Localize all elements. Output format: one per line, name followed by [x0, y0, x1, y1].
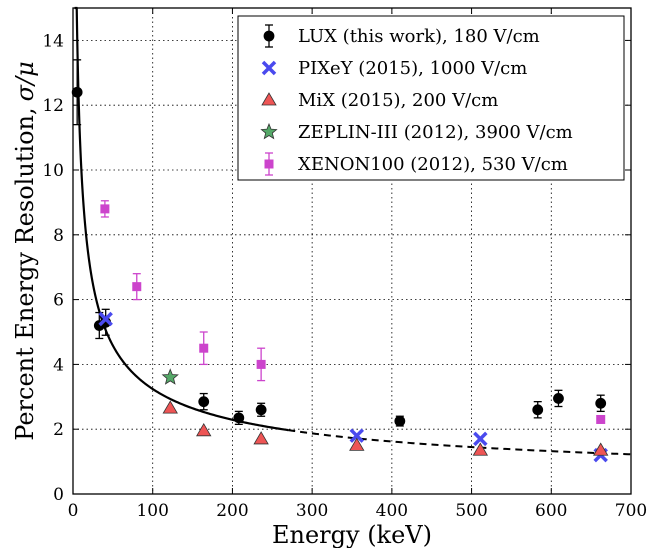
x-tick-label: 700	[615, 501, 647, 521]
series-4	[100, 200, 606, 424]
y-tick-label: 10	[42, 161, 64, 181]
data-point	[394, 415, 406, 427]
legend-entry-2: MiX (2015), 200 V/cm	[261, 90, 498, 111]
data-point	[198, 396, 210, 408]
legend-entry-1: PIXeY (2015), 1000 V/cm	[261, 58, 527, 79]
data-point	[473, 431, 488, 447]
plot-frame	[72, 7, 632, 495]
fit-curve-solid	[74, 6, 289, 432]
x-marker-stroke	[473, 431, 488, 447]
y-tick-label: 0	[53, 485, 64, 505]
y-tick-label: 6	[53, 291, 64, 311]
data-point	[595, 397, 607, 409]
data-point	[472, 442, 489, 456]
legend-entry-4: XENON100 (2012), 530 V/cm	[264, 152, 568, 176]
data-point	[161, 368, 179, 385]
legend-entry-3: ZEPLIN-III (2012), 3900 V/cm	[260, 122, 573, 143]
data-point	[349, 437, 365, 451]
y-tick-label: 8	[53, 226, 64, 246]
data-point	[100, 204, 110, 214]
data-point	[233, 412, 245, 424]
x-marker-stroke	[349, 428, 365, 443]
legend-label: PIXeY (2015), 1000 V/cm	[298, 58, 527, 79]
y-tick-label: 2	[53, 420, 64, 440]
data-point	[256, 359, 266, 369]
x-marker-stroke	[98, 311, 113, 327]
x-tick-labels: 0 100 200 300 400 500 600 700	[68, 501, 648, 521]
data-point	[71, 86, 83, 98]
x-tick-label: 100	[136, 501, 168, 521]
y-tick-label: 14	[42, 31, 64, 51]
x-tick-label: 600	[535, 501, 567, 521]
y-axis-label-symbol: σ/μ	[11, 61, 39, 101]
y-tick-labels: 0 2 4 6 8 10 12 14	[42, 31, 64, 505]
x-tick-label: 300	[296, 501, 328, 521]
data-point	[593, 442, 609, 456]
legend-box	[237, 15, 625, 181]
x-marker-stroke	[261, 60, 277, 76]
data-point	[255, 404, 267, 416]
y-tick-label: 12	[42, 96, 64, 116]
data-point	[596, 414, 606, 424]
legend-entry-0: LUX (this work), 180 V/cm	[263, 24, 540, 48]
fit-curve-dashed	[287, 429, 632, 456]
y-axis-label-text: Percent Energy Resolution,	[11, 107, 39, 440]
legend: LUX (this work), 180 V/cm PIXeY (2015), 1…	[237, 15, 625, 181]
data-point	[196, 423, 212, 437]
y-axis-label: Percent Energy Resolution, σ/μ	[11, 61, 39, 440]
x-tick-label: 200	[216, 501, 248, 521]
legend-label: XENON100 (2012), 530 V/cm	[298, 154, 568, 175]
data-point	[553, 393, 564, 404]
data-points	[71, 59, 609, 463]
data-point	[532, 404, 544, 416]
data-point	[199, 343, 209, 353]
fit-curve	[74, 6, 632, 456]
data-point	[162, 400, 178, 414]
legend-marker	[263, 30, 275, 42]
x-tick-label: 500	[455, 501, 487, 521]
legend-marker	[260, 122, 278, 140]
legend-marker	[261, 92, 277, 106]
legend-label: MiX (2015), 200 V/cm	[298, 90, 498, 111]
data-point	[132, 282, 142, 292]
data-point	[98, 311, 113, 327]
legend-marker	[261, 60, 277, 76]
data-point	[253, 431, 269, 445]
x-tick-label: 0	[68, 501, 79, 521]
x-tick-label: 400	[376, 501, 408, 521]
x-axis-label: Energy (keV)	[272, 521, 432, 548]
legend-label: LUX (this work), 180 V/cm	[298, 26, 540, 47]
series-2	[162, 400, 609, 456]
y-tick-label: 4	[53, 355, 64, 375]
series-3	[161, 368, 179, 385]
data-point	[349, 428, 365, 443]
legend-marker	[264, 159, 274, 169]
legend-label: ZEPLIN-III (2012), 3900 V/cm	[298, 122, 573, 143]
axis-ticks	[72, 8, 632, 495]
